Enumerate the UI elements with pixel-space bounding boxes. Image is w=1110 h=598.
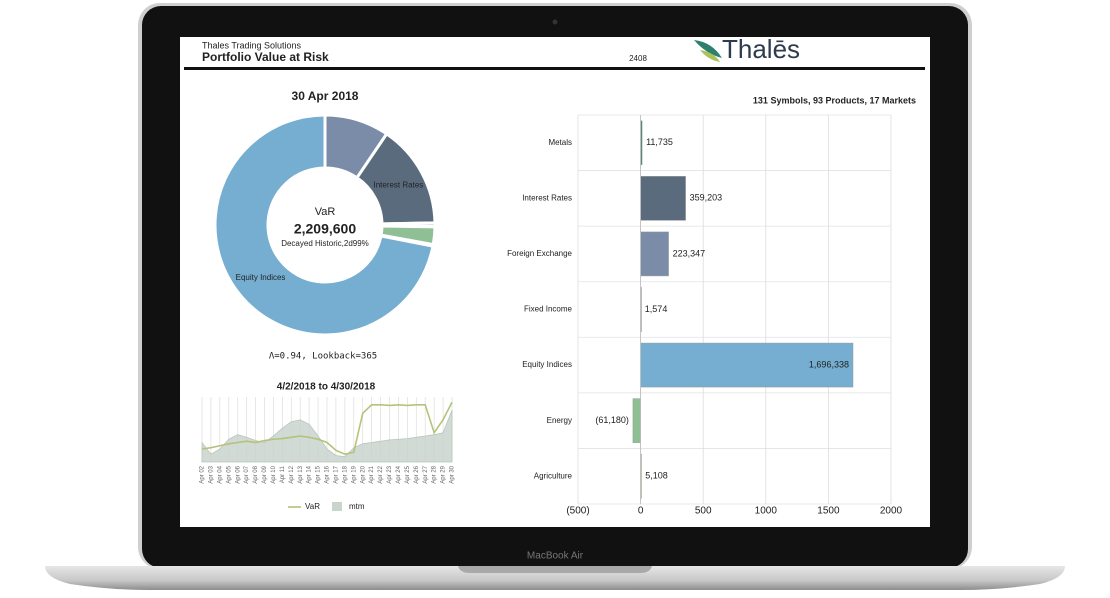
base-notch	[458, 566, 652, 573]
mtm-area	[201, 409, 453, 463]
x-tick-label: Apr 03	[209, 465, 215, 483]
x-tick-label: Apr 26	[414, 465, 420, 483]
x-tick-label: 500	[695, 506, 712, 517]
report-code: 2408	[629, 54, 647, 63]
x-tick-label: Apr 11	[280, 465, 286, 483]
category-label: Metals	[548, 138, 572, 147]
value-label: 5,108	[645, 471, 668, 481]
x-tick-label: Apr 16	[325, 465, 331, 483]
bar-subtitle: 131 Symbols, 93 Products, 17 Markets	[753, 95, 916, 105]
x-tick-label: 1000	[755, 506, 778, 517]
category-label: Foreign Exchange	[507, 249, 572, 258]
x-tick-label: Apr 30	[450, 465, 456, 483]
x-tick-label: Apr 04	[217, 465, 223, 483]
x-tick-label: Apr 19	[351, 465, 357, 483]
x-tick-label: Apr 20	[360, 465, 366, 483]
bar	[640, 342, 854, 388]
slice-label: Interest Rates	[373, 180, 423, 189]
x-tick-label: Apr 21	[369, 465, 375, 483]
x-tick-label: Apr 07	[244, 465, 250, 483]
value-label: 359,203	[690, 193, 723, 203]
x-tick-label: Apr 12	[289, 465, 295, 483]
center-label: VaR	[315, 206, 336, 218]
x-tick-label: 0	[638, 506, 644, 517]
logo-leaves	[694, 40, 722, 62]
logo-text: Thalēs	[722, 34, 800, 64]
value-label: 1,574	[645, 304, 668, 314]
value-label: 1,696,338	[809, 359, 849, 369]
x-tick-label: Apr 09	[262, 465, 268, 483]
x-tick-label: Apr 10	[271, 465, 277, 483]
x-tick-label: (500)	[566, 506, 589, 517]
header-rule	[184, 67, 925, 70]
x-tick-label: Apr 02	[200, 465, 206, 483]
bar	[632, 398, 641, 443]
x-tick-label: 2000	[880, 506, 903, 517]
x-tick-label: Apr 23	[387, 465, 393, 483]
center-note: Decayed Historic,2d99%	[281, 239, 369, 248]
x-tick-label: Apr 15	[316, 465, 322, 483]
legend-label: VaR	[305, 502, 320, 511]
x-tick-label: Apr 06	[235, 465, 241, 483]
x-tick-label: Apr 28	[432, 465, 438, 483]
x-tick-label: Apr 27	[423, 465, 429, 483]
x-tick-label: Apr 25	[405, 465, 411, 483]
x-tick-label: Apr 13	[298, 465, 304, 483]
x-tick-label: Apr 17	[334, 465, 340, 483]
x-tick-label: Apr 05	[226, 465, 232, 483]
center-value: 2,209,600	[294, 221, 356, 237]
category-label: Agriculture	[534, 471, 573, 480]
laptop-base	[45, 566, 1065, 590]
value-label: (61,180)	[595, 415, 629, 425]
company-name: Thales Trading Solutions	[202, 40, 302, 50]
report-title: Portfolio Value at Risk	[202, 50, 329, 64]
device-label: MacBook Air	[527, 551, 584, 562]
x-tick-label: Apr 29	[441, 465, 447, 483]
x-tick-label: 1500	[817, 506, 840, 517]
pie-note: Λ=0.94, Lookback=365	[269, 352, 377, 362]
x-tick-label: Apr 18	[342, 465, 348, 483]
pie-title: 30 Apr 2018	[292, 89, 359, 103]
bar	[640, 176, 686, 221]
camera	[552, 19, 558, 25]
var-line	[201, 401, 453, 456]
value-label: 11,735	[646, 137, 673, 147]
slice-label: Equity Indices	[236, 273, 286, 282]
legend-swatch	[332, 502, 342, 511]
pie-slice	[213, 113, 435, 337]
x-tick-label: Apr 24	[396, 465, 402, 483]
legend-label: mtm	[349, 502, 365, 511]
line-title: 4/2/2018 to 4/30/2018	[277, 382, 376, 393]
category-label: Energy	[547, 416, 572, 425]
value-label: 223,347	[673, 248, 706, 258]
x-tick-label: Apr 08	[253, 465, 259, 483]
x-tick-label: Apr 14	[307, 465, 313, 483]
category-label: Interest Rates	[522, 193, 572, 202]
category-label: Fixed Income	[524, 305, 573, 314]
x-tick-label: Apr 22	[378, 465, 384, 483]
category-label: Equity Indices	[522, 360, 572, 369]
bar	[640, 231, 669, 277]
